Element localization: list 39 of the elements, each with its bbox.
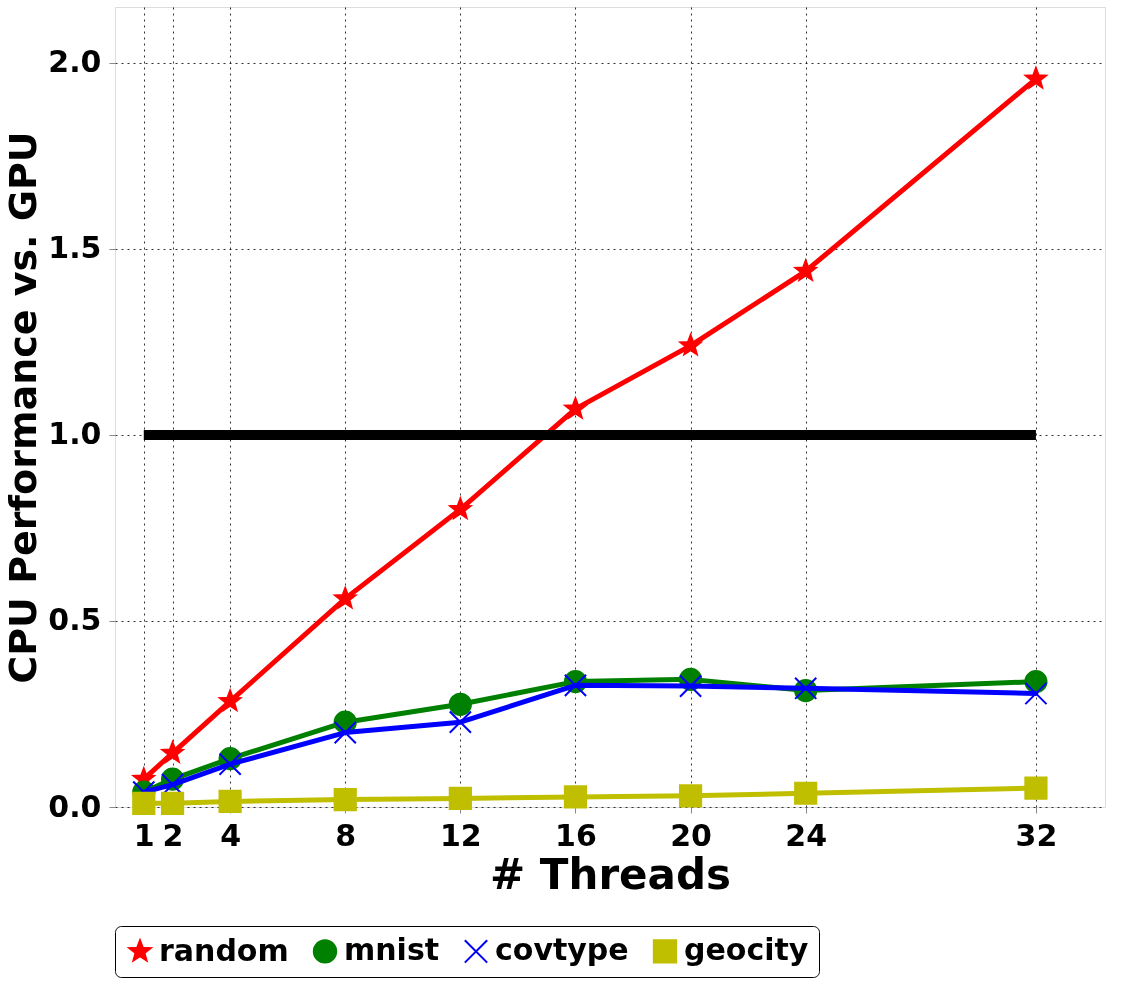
- legend-label: random: [159, 932, 289, 968]
- y-axis-title: CPU Performance vs. GPU: [1, 131, 46, 684]
- point: [448, 710, 472, 734]
- point: [218, 752, 242, 776]
- y-tick-label: 0.0: [48, 788, 102, 824]
- point: [160, 791, 185, 815]
- point: [218, 789, 242, 814]
- point: [333, 720, 357, 745]
- x-tick-label: 2: [162, 817, 184, 853]
- x-tick-label: 12: [439, 817, 482, 853]
- legend-label: geocity: [684, 932, 809, 968]
- point: [449, 497, 472, 519]
- point: [219, 689, 242, 711]
- point: [794, 259, 817, 281]
- legend-label: covtype: [495, 932, 629, 968]
- y-tick-label: 1.0: [48, 416, 102, 452]
- point: [448, 786, 472, 811]
- point: [679, 334, 702, 356]
- x-tick-label: 1: [133, 817, 155, 853]
- legend-label: mnist: [344, 932, 440, 968]
- point: [794, 781, 818, 805]
- point: [448, 692, 472, 716]
- point: [334, 587, 357, 609]
- point: [678, 674, 703, 698]
- point: [1024, 776, 1048, 800]
- x-tick-label: 24: [785, 817, 828, 853]
- point: [333, 787, 357, 812]
- x-tick-label: 32: [1015, 817, 1058, 853]
- point: [1024, 681, 1048, 706]
- point: [564, 397, 587, 419]
- x-tick-label: 8: [335, 817, 357, 853]
- point: [1024, 67, 1048, 89]
- y-tick-label: 0.5: [48, 602, 102, 638]
- y-tick-label: 2.0: [48, 44, 102, 80]
- point: [161, 741, 184, 763]
- point: [678, 784, 703, 808]
- x-tick-label: 4: [220, 817, 242, 853]
- y-tick-label: 1.5: [48, 230, 102, 266]
- point: [563, 785, 588, 809]
